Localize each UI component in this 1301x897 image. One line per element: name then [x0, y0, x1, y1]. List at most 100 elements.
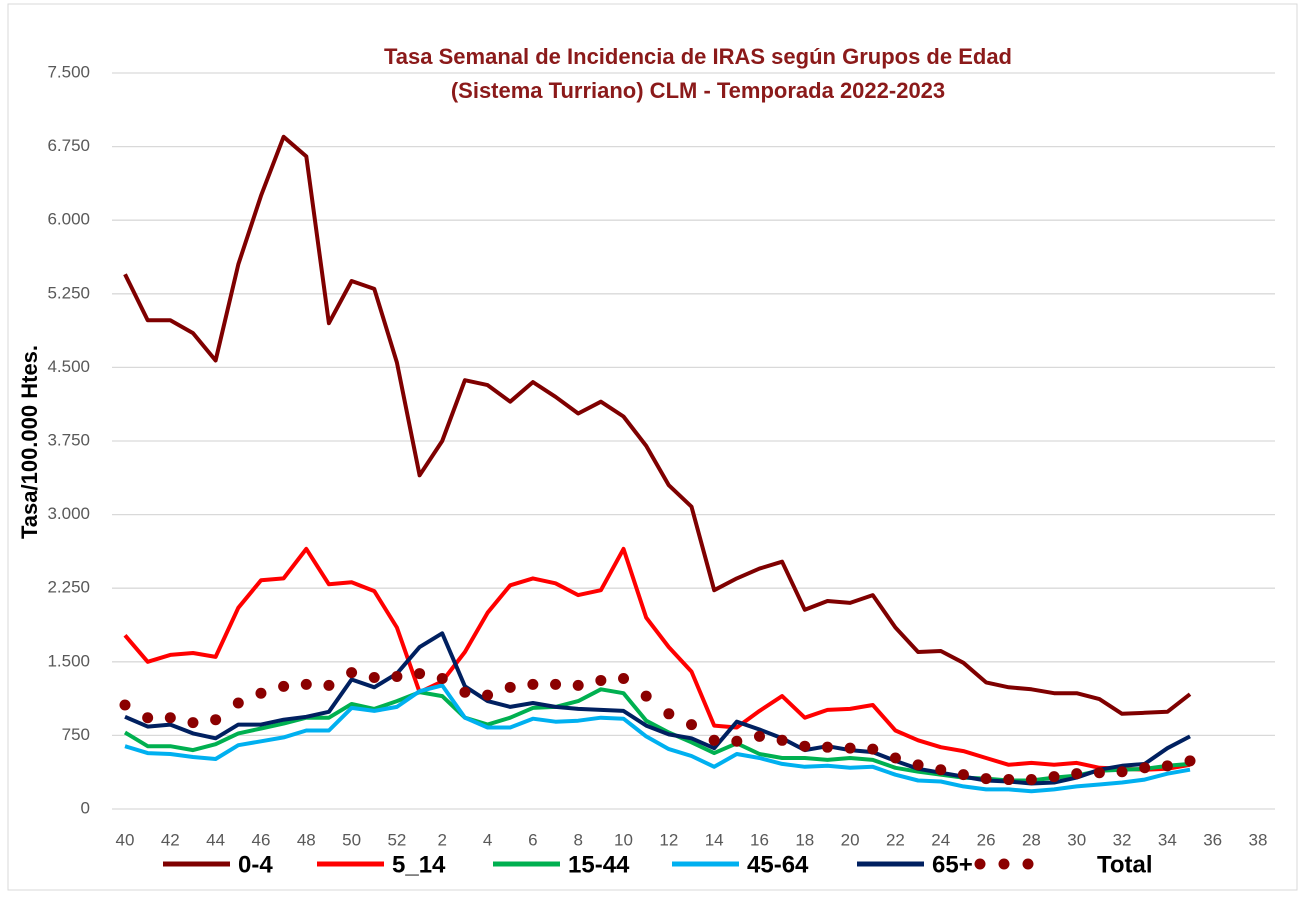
data-point [1116, 766, 1128, 778]
data-point [776, 734, 788, 746]
x-tick-label: 36 [1203, 830, 1222, 849]
data-point [255, 687, 267, 699]
x-tick-label: 16 [750, 830, 769, 849]
legend-symbol [1022, 858, 1034, 870]
series-line [123, 134, 1192, 716]
data-point [708, 734, 720, 746]
data-point [459, 686, 471, 698]
x-tick-label: 52 [387, 830, 406, 849]
data-point [844, 742, 856, 754]
data-point [686, 719, 697, 731]
y-tick-label: 6.000 [47, 210, 90, 229]
legend-symbol [998, 858, 1010, 870]
data-point [618, 672, 630, 684]
legend-label: 0-4 [238, 851, 273, 878]
data-point [300, 678, 312, 690]
data-point [957, 769, 969, 781]
data-point [346, 667, 358, 679]
x-tick-label: 28 [1022, 830, 1041, 849]
data-point [232, 697, 244, 709]
data-point [368, 672, 380, 684]
legend-label: 15-44 [568, 851, 630, 878]
data-point [867, 743, 879, 755]
data-point [527, 678, 539, 690]
data-point [210, 714, 222, 726]
data-point [550, 678, 562, 690]
data-point [1048, 771, 1060, 783]
legend-label: Total [1097, 851, 1153, 878]
data-point [278, 680, 290, 692]
x-tick-label: 10 [614, 830, 633, 849]
x-tick-label: 44 [206, 830, 225, 849]
chart-title: Tasa Semanal de Incidencia de IRAS según… [384, 44, 1012, 69]
legend-symbol [974, 858, 986, 870]
data-point [889, 752, 901, 764]
x-tick-label: 30 [1067, 830, 1086, 849]
data-point [391, 671, 403, 683]
data-point [1003, 774, 1015, 786]
data-point [1139, 762, 1151, 774]
data-point [821, 741, 833, 753]
legend-label: 45-64 [747, 851, 809, 878]
y-tick-label: 1.500 [47, 651, 90, 670]
y-tick-label: 3.000 [47, 504, 90, 523]
data-point [980, 773, 992, 785]
y-tick-label: 5.250 [47, 283, 90, 302]
x-tick-label: 38 [1249, 830, 1268, 849]
x-tick-label: 20 [841, 830, 860, 849]
data-point [799, 740, 811, 752]
y-tick-label: 2.250 [47, 578, 90, 597]
data-point [1093, 767, 1105, 779]
data-point [187, 717, 199, 729]
x-tick-label: 42 [161, 830, 180, 849]
x-tick-label: 14 [705, 830, 724, 849]
x-tick-label: 24 [931, 830, 950, 849]
x-tick-label: 34 [1158, 830, 1177, 849]
data-point [323, 679, 335, 691]
data-point [663, 708, 675, 720]
y-tick-label: 7.500 [47, 62, 90, 81]
y-tick-label: 3.750 [47, 430, 90, 449]
data-point [753, 730, 765, 742]
data-point [731, 735, 743, 747]
data-point [414, 668, 426, 680]
x-tick-label: 40 [116, 830, 135, 849]
x-tick-label: 48 [297, 830, 316, 849]
series-line [124, 683, 1191, 794]
data-point [142, 712, 154, 724]
data-point [595, 674, 607, 686]
x-tick-label: 8 [573, 830, 582, 849]
series-line [123, 546, 1191, 772]
data-point [935, 764, 947, 776]
data-point [119, 699, 131, 711]
y-tick-label: 0 [81, 798, 90, 817]
data-point [1184, 755, 1196, 767]
x-tick-label: 18 [795, 830, 814, 849]
legend-label: 5_14 [392, 851, 446, 878]
x-tick-label: 22 [886, 830, 905, 849]
chart-title: (Sistema Turriano) CLM - Temporada 2022-… [451, 78, 945, 103]
data-point [640, 690, 652, 702]
y-axis-label: Tasa/100.000 Htes. [17, 345, 42, 539]
x-tick-label: 4 [483, 830, 492, 849]
data-point [1071, 768, 1083, 780]
y-tick-label: 6.750 [47, 136, 90, 155]
data-point [1161, 760, 1173, 772]
data-point [572, 679, 584, 691]
y-tick-label: 4.500 [47, 357, 90, 376]
x-tick-label: 2 [438, 830, 447, 849]
data-point [482, 689, 494, 701]
x-tick-label: 46 [251, 830, 270, 849]
y-tick-label: 750 [62, 725, 90, 744]
legend-label: 65+ [932, 851, 973, 878]
x-tick-label: 32 [1113, 830, 1132, 849]
x-tick-label: 12 [659, 830, 678, 849]
data-point [436, 672, 448, 684]
x-tick-label: 26 [977, 830, 996, 849]
data-point [912, 759, 924, 771]
data-point [164, 712, 176, 724]
data-point [504, 681, 516, 693]
x-tick-label: 50 [342, 830, 361, 849]
data-point [1025, 774, 1037, 786]
